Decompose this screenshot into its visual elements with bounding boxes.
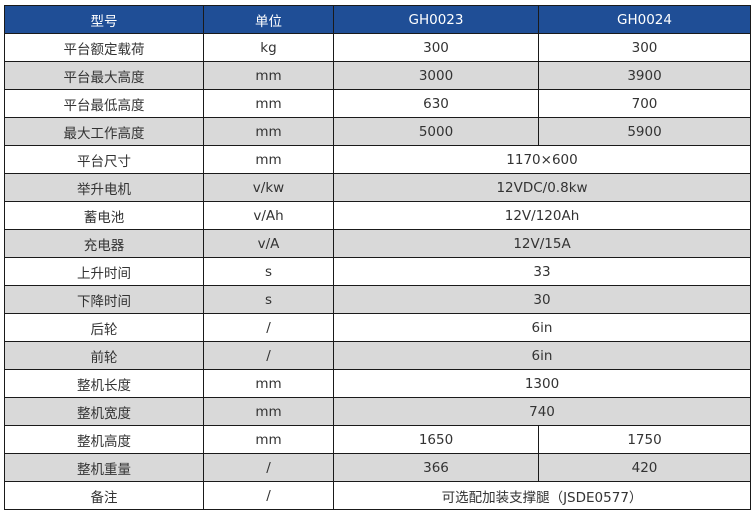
param-value: 3000 — [333, 61, 539, 90]
param-value: 6in — [333, 313, 751, 342]
table-row: 蓄电池 v/Ah 12V/120Ah — [4, 201, 751, 230]
param-value: 5900 — [538, 117, 751, 146]
param-unit: mm — [203, 369, 334, 398]
param-value: 300 — [333, 33, 539, 62]
table-row: 平台额定载荷 kg 300 300 — [4, 33, 751, 62]
param-name: 整机宽度 — [4, 397, 204, 426]
param-value: 300 — [538, 33, 751, 62]
param-name: 前轮 — [4, 341, 204, 370]
param-value: 1650 — [333, 425, 539, 454]
header-model: 型号 — [4, 5, 204, 34]
param-unit: mm — [203, 89, 334, 118]
param-name: 备注 — [4, 481, 204, 510]
param-name: 平台最大高度 — [4, 61, 204, 90]
table-row: 前轮/6in — [4, 341, 751, 370]
table-row: 最大工作高度 mm 5000 5900 — [4, 117, 751, 146]
param-value: 420 — [538, 453, 751, 482]
param-name: 整机长度 — [4, 369, 204, 398]
param-name: 最大工作高度 — [4, 117, 204, 146]
table-row: 整机高度 mm 1650 1750 — [4, 425, 751, 454]
param-value: 33 — [333, 257, 751, 286]
param-value: 700 — [538, 89, 751, 118]
param-name: 上升时间 — [4, 257, 204, 286]
table-row: 下降时间 s 30 — [4, 285, 751, 314]
spec-table: 型号 单位 GH0023 GH0024 平台额定载荷 kg 300 300 平台最大高度… — [4, 5, 751, 510]
param-value: 30 — [333, 285, 751, 314]
table-row: 上升时间 s 33 — [4, 257, 751, 286]
param-unit: v/kw — [203, 173, 334, 202]
param-unit: mm — [203, 61, 334, 90]
param-name: 后轮 — [4, 313, 204, 342]
table-row: 平台最大高度 mm 3000 3900 — [4, 61, 751, 90]
param-unit: / — [203, 313, 334, 342]
param-value: 3900 — [538, 61, 751, 90]
header-gh0023: GH0023 — [333, 5, 539, 34]
param-name: 充电器 — [4, 229, 204, 258]
table-row: 整机宽度 mm 740 — [4, 397, 751, 426]
param-value: 740 — [333, 397, 751, 426]
param-name: 平台额定载荷 — [4, 33, 204, 62]
param-unit: v/Ah — [203, 201, 334, 230]
param-name: 平台尺寸 — [4, 145, 204, 174]
header-unit: 单位 — [203, 5, 334, 34]
param-name: 下降时间 — [4, 285, 204, 314]
param-value: 12V/15A — [333, 229, 751, 258]
table-row: 举升电机 v/kw 12VDC/0.8kw — [4, 173, 751, 202]
header-gh0024: GH0024 — [538, 5, 751, 34]
header-row: 型号 单位 GH0023 GH0024 — [4, 5, 751, 34]
param-unit: / — [203, 341, 334, 370]
param-name: 举升电机 — [4, 173, 204, 202]
table-row: 后轮/6in — [4, 313, 751, 342]
param-value: 6in — [333, 341, 751, 370]
param-unit: s — [203, 285, 334, 314]
param-unit: s — [203, 257, 334, 286]
table-row: 平台最低高度 mm 630 700 — [4, 89, 751, 118]
param-value: 630 — [333, 89, 539, 118]
param-value: 1170×600 — [333, 145, 751, 174]
param-value: 366 — [333, 453, 539, 482]
param-unit: mm — [203, 425, 334, 454]
param-unit: mm — [203, 397, 334, 426]
param-value: 12V/120Ah — [333, 201, 751, 230]
param-name: 蓄电池 — [4, 201, 204, 230]
param-value: 1750 — [538, 425, 751, 454]
param-value: 5000 — [333, 117, 539, 146]
table-row: 备注 / 可选配加装支撑腿（JSDE0577） — [4, 481, 751, 510]
param-unit: / — [203, 453, 334, 482]
param-value: 1300 — [333, 369, 751, 398]
table-row: 整机重量/366 420 — [4, 453, 751, 482]
param-unit: kg — [203, 33, 334, 62]
param-unit: mm — [203, 145, 334, 174]
param-unit: mm — [203, 117, 334, 146]
table-row: 充电器 v/A 12V/15A — [4, 229, 751, 258]
param-name: 整机重量 — [4, 453, 204, 482]
param-unit: v/A — [203, 229, 334, 258]
param-value: 12VDC/0.8kw — [333, 173, 751, 202]
param-value: 可选配加装支撑腿（JSDE0577） — [333, 481, 751, 510]
param-unit: / — [203, 481, 334, 510]
table-row: 平台尺寸 mm 1170×600 — [4, 145, 751, 174]
param-name: 整机高度 — [4, 425, 204, 454]
param-name: 平台最低高度 — [4, 89, 204, 118]
table-row: 整机长度 mm 1300 — [4, 369, 751, 398]
